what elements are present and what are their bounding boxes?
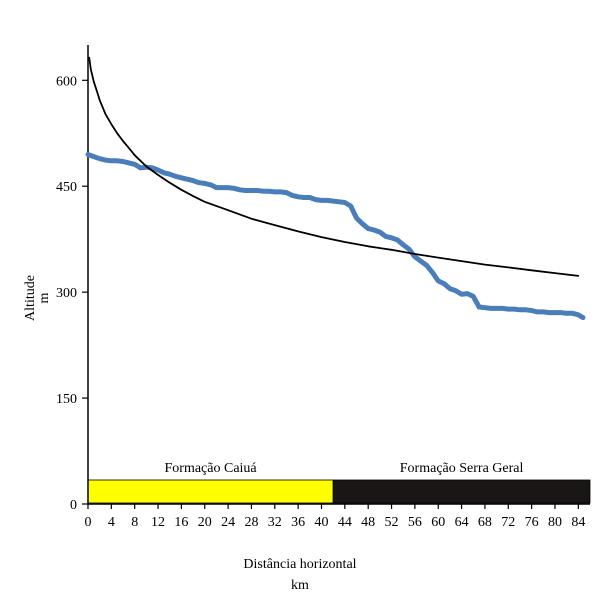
y-tick-label: 0 bbox=[70, 498, 77, 513]
x-ticks: 0 4 8 12 16 20 24 28 32 36 40 44 48 52 56 60 64 68 72 76 80 8… bbox=[85, 504, 585, 530]
x-tick-label: 48 bbox=[361, 515, 375, 530]
x-tick-label: 60 bbox=[431, 515, 445, 530]
y-tick-label: 450 bbox=[56, 180, 77, 195]
formation-band: Formação Caiuá Formação Serra Geral bbox=[87, 461, 591, 504]
x-tick-label: 0 bbox=[85, 515, 92, 530]
x-tick-label: 20 bbox=[198, 515, 212, 530]
x-tick-label: 28 bbox=[244, 515, 258, 530]
x-tick-label: 16 bbox=[174, 515, 188, 530]
y-tick-label: 150 bbox=[56, 392, 77, 407]
formation-rect-0 bbox=[87, 479, 334, 504]
y-tick-label: 600 bbox=[56, 74, 77, 89]
terrain-profile-line bbox=[85, 152, 586, 321]
y-tick-label: 300 bbox=[56, 286, 77, 301]
x-axis-unit: km bbox=[291, 578, 309, 593]
x-tick-label: 72 bbox=[501, 515, 515, 530]
x-tick-label: 76 bbox=[525, 515, 539, 530]
x-tick-label: 64 bbox=[455, 515, 469, 530]
y-axis-unit: m bbox=[37, 292, 52, 303]
x-axis-label: Distância horizontal bbox=[243, 557, 356, 572]
y-axis-label: Altitude bbox=[23, 275, 38, 321]
x-tick-label: 36 bbox=[291, 515, 305, 530]
x-tick-label: 52 bbox=[385, 515, 399, 530]
x-tick-label: 40 bbox=[314, 515, 328, 530]
formation-label-0: Formação Caiuá bbox=[165, 461, 258, 476]
x-tick-label: 24 bbox=[221, 515, 235, 530]
x-tick-label: 8 bbox=[131, 515, 138, 530]
x-tick-label: 56 bbox=[408, 515, 422, 530]
x-tick-label: 84 bbox=[571, 515, 585, 530]
x-tick-label: 68 bbox=[478, 515, 492, 530]
series bbox=[85, 56, 586, 321]
x-tick-label: 32 bbox=[268, 515, 282, 530]
x-tick-label: 4 bbox=[108, 515, 115, 530]
trend-curve-line bbox=[88, 56, 580, 277]
x-tick-label: 80 bbox=[548, 515, 562, 530]
formation-label-1: Formação Serra Geral bbox=[400, 461, 524, 476]
formation-rect-1 bbox=[332, 479, 591, 504]
y-ticks: 0 150 300 450 600 bbox=[56, 74, 88, 513]
axes bbox=[87, 45, 590, 505]
x-tick-label: 44 bbox=[338, 515, 352, 530]
x-tick-label: 12 bbox=[151, 515, 165, 530]
